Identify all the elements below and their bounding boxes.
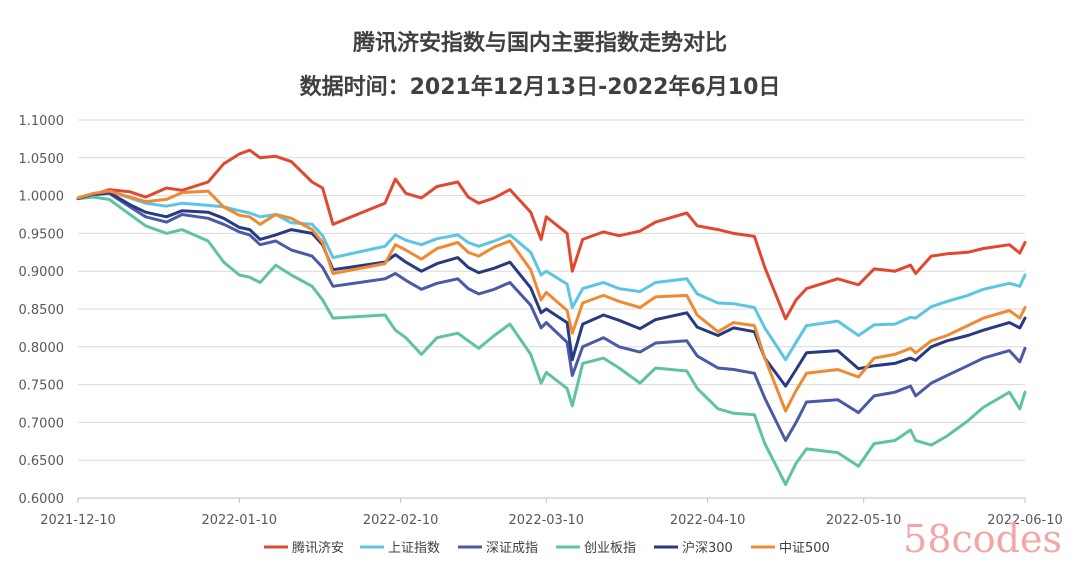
y-tick-label: 0.7500 xyxy=(19,379,65,394)
y-tick-label: 0.9500 xyxy=(19,227,65,242)
chart-subtitle: 数据时间：2021年12月13日-2022年6月10日 xyxy=(300,74,781,100)
series-line-3 xyxy=(76,195,1027,486)
chart-title: 腾讯济安指数与国内主要指数走势对比 xyxy=(353,30,727,56)
y-tick-label: 0.8000 xyxy=(19,341,65,356)
legend-label-2: 深证成指 xyxy=(486,541,538,556)
x-tick-label: 2022-05-10 xyxy=(826,513,902,528)
y-tick-label: 0.7000 xyxy=(19,416,65,431)
x-tick-label: 2022-03-10 xyxy=(509,513,585,528)
watermark: 58codes xyxy=(903,517,1062,561)
x-axis: 2021-12-10 2022-01-10 2022-02-10 2022-03-10… xyxy=(40,497,1063,528)
series-line-1 xyxy=(76,189,1027,362)
y-tick-label: 1.1000 xyxy=(19,114,65,129)
y-tick-label: 0.6000 xyxy=(19,492,65,507)
x-tick-label: 2022-01-10 xyxy=(202,513,278,528)
legend-label-4: 沪深300 xyxy=(682,540,733,556)
x-tick-label: 2022-04-10 xyxy=(670,513,746,528)
y-axis: 0.6000 0.6500 0.7000 0.7500 0.8000 0.8500 0.90… xyxy=(19,114,65,507)
legend-label-5: 中证500 xyxy=(779,541,830,556)
legend-label-3: 创业板指 xyxy=(584,541,636,556)
legend: 腾讯济安 上证指数 深证成指 创业板指 沪深300 中证500 xyxy=(264,540,830,556)
x-tick-label: 2022-02-10 xyxy=(363,513,439,528)
y-tick-label: 1.0500 xyxy=(19,152,65,167)
y-tick-label: 0.6500 xyxy=(19,454,65,469)
y-tick-label: 0.8500 xyxy=(19,303,65,318)
series-line-0 xyxy=(76,148,1027,321)
x-tick-label: 2022-06-10 xyxy=(987,513,1063,528)
series-line-4 xyxy=(76,191,1027,388)
legend-label-0: 腾讯济安 xyxy=(292,540,344,556)
y-tick-label: 0.9000 xyxy=(19,265,65,280)
series-line-5 xyxy=(76,189,1027,413)
x-tick-label: 2021-12-10 xyxy=(40,513,116,528)
legend-label-1: 上证指数 xyxy=(388,541,440,556)
series-line-2 xyxy=(76,191,1027,442)
plot-area xyxy=(76,148,1027,486)
y-tick-label: 1.0000 xyxy=(19,190,65,205)
